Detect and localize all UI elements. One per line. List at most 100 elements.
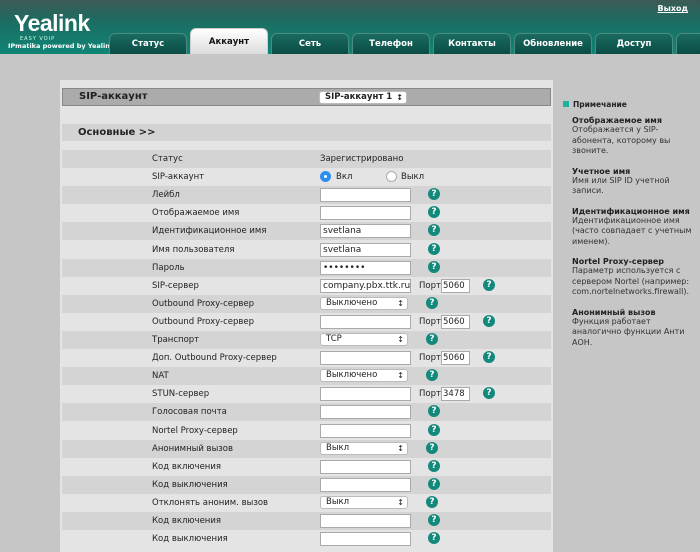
text-input[interactable]	[320, 423, 411, 438]
help-icon[interactable]: ?	[428, 514, 440, 526]
field-label: Анонимный вызов	[152, 443, 234, 454]
form-row: STUN-сервер Порт 3478?	[62, 385, 551, 403]
note-heading: Анонимный вызов	[572, 307, 656, 317]
port-input[interactable]: 3478	[441, 387, 470, 402]
help-icon[interactable]: ?	[428, 224, 440, 237]
help-icon[interactable]: ?	[428, 459, 440, 472]
help-icon[interactable]: ?	[428, 405, 440, 418]
form-row: Outbound Proxy-сервер Выключено?	[62, 294, 551, 313]
text-input[interactable]	[320, 387, 411, 402]
tab-2[interactable]: Сеть	[271, 33, 349, 54]
help-icon[interactable]: ?	[483, 351, 495, 364]
powered-by: IPmatika powered by Yealink	[8, 42, 115, 50]
help-icon[interactable]: ?	[426, 369, 438, 382]
field-label: Outbound Proxy-сервер	[152, 298, 255, 309]
note-text: Отображается у SIP-абонента, которому вы…	[572, 125, 671, 155]
form-row: Nortel Proxy-сервер?	[62, 422, 551, 440]
text-input[interactable]	[320, 514, 411, 528]
note-heading: Учетное имя	[572, 166, 631, 176]
text-input[interactable]	[320, 459, 411, 474]
port-input[interactable]: 5060	[441, 314, 470, 329]
field-label: Код включения	[152, 461, 221, 472]
field-label: Имя пользователя	[152, 244, 235, 255]
port-label: Порт	[419, 316, 441, 327]
help-icon[interactable]: ?	[428, 206, 440, 219]
form-row: Outbound Proxy-сервер Порт 5060?	[62, 313, 551, 331]
tab-3[interactable]: Телефон	[352, 33, 430, 54]
select-field[interactable]: Выкл	[320, 441, 408, 455]
radio-off-label: Выкл	[401, 172, 425, 183]
help-icon[interactable]: ?	[428, 532, 440, 545]
form-row: Лейбл?	[62, 186, 551, 205]
port-input[interactable]: 5060	[441, 351, 470, 366]
field-label: SIP-сервер	[152, 280, 199, 291]
help-icon[interactable]: ?	[426, 495, 438, 508]
form-row: NAT Выключено?	[62, 367, 551, 386]
form-row: Отображаемое имя?	[62, 204, 551, 222]
select-field[interactable]: TCP	[320, 333, 408, 346]
text-input[interactable]	[320, 206, 411, 221]
port-input[interactable]: 5060	[441, 278, 470, 293]
help-icon[interactable]: ?	[428, 260, 440, 273]
form-row: Имя пользователя svetlana?	[62, 241, 551, 259]
field-label: NAT	[152, 371, 169, 382]
help-icon[interactable]: ?	[426, 441, 438, 454]
header: Yealink EASY VOIP IPmatika powered by Ye…	[0, 0, 700, 54]
form-row: SIP-сервер company.pbx.ttk.ru Порт 5060?	[62, 277, 551, 295]
note-text: Имя или SIP ID учетной записи.	[572, 175, 670, 196]
status-value: Зарегистрировано	[320, 154, 404, 164]
text-input[interactable]	[320, 351, 411, 366]
tab-1[interactable]: Аккаунт	[190, 28, 268, 54]
text-input[interactable]	[320, 405, 411, 420]
field-label: STUN-сервер	[152, 389, 210, 400]
section-basic[interactable]: Основные >>	[62, 124, 551, 141]
tab-6[interactable]: Доступ	[595, 33, 673, 54]
field-label: Код выключения	[152, 479, 228, 490]
select-field[interactable]: Выключено	[320, 296, 408, 310]
help-icon[interactable]: ?	[483, 314, 495, 327]
radio-on[interactable]	[320, 171, 331, 183]
help-icon[interactable]: ?	[483, 278, 495, 291]
radio-on-label: Вкл	[336, 172, 353, 183]
tab-4[interactable]: Контакты	[433, 33, 511, 54]
help-icon[interactable]: ?	[428, 477, 440, 490]
port-label: Порт	[419, 389, 441, 400]
field-label: Идентификационное имя	[152, 226, 267, 237]
help-icon[interactable]: ?	[426, 296, 438, 309]
note-text: Функция работает аналогично функции Анти…	[572, 316, 685, 347]
tab-0[interactable]: Статус	[109, 33, 187, 54]
help-icon[interactable]: ?	[428, 188, 440, 201]
text-input[interactable]	[320, 532, 411, 547]
select-field[interactable]: Выкл	[320, 495, 408, 509]
text-input[interactable]: svetlana	[320, 224, 411, 239]
form-row: Статус Зарегистрировано	[62, 150, 551, 168]
help-icon[interactable]: ?	[426, 333, 438, 345]
form-row: Код выключения?	[62, 475, 551, 494]
text-input[interactable]: svetlana	[320, 242, 411, 257]
field-label: Транспорт	[152, 335, 200, 345]
tab-5[interactable]: Обновление	[514, 33, 592, 54]
logout-link[interactable]: Выход	[657, 4, 688, 13]
text-input[interactable]: company.pbx.ttk.ru	[320, 278, 411, 293]
field-label: Код включения	[152, 516, 221, 526]
select-field[interactable]: Выключено	[320, 369, 408, 383]
note-heading: Отображаемое имя	[572, 116, 662, 125]
form-row: Доп. Outbound Proxy-сервер Порт 5060?	[62, 349, 551, 367]
text-input[interactable]: ••••••••	[320, 260, 411, 275]
text-input[interactable]	[320, 188, 411, 203]
form-row: Идентификационное имя svetlana?	[62, 222, 551, 241]
radio-off[interactable]	[386, 171, 397, 183]
help-icon[interactable]: ?	[483, 387, 495, 400]
help-icon[interactable]: ?	[428, 242, 440, 255]
form-row: SIP-аккаунт Вкл Выкл	[62, 168, 551, 186]
note-text: Параметр используется с сервером Nortel …	[572, 266, 690, 296]
field-label: Код выключения	[152, 534, 228, 545]
text-input[interactable]	[320, 477, 411, 492]
logo-slogan: EASY VOIP	[20, 36, 56, 42]
yealink-logo: Yealink	[14, 10, 90, 36]
notes-title: Примечание	[563, 100, 693, 109]
help-icon[interactable]: ?	[428, 423, 440, 436]
form-row: Пароль ••••••••?	[62, 258, 551, 277]
account-select[interactable]: SIP-аккаунт 1	[319, 91, 407, 104]
text-input[interactable]	[320, 314, 411, 329]
